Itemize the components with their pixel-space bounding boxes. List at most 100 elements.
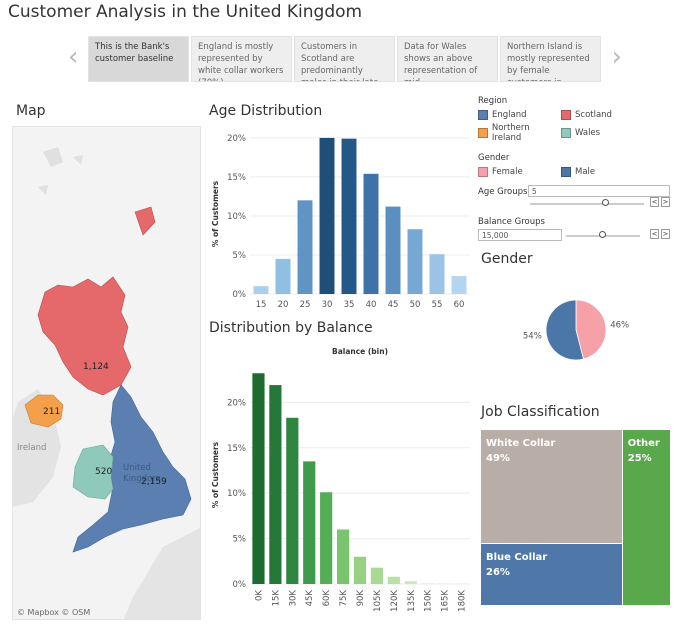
pie-slice-female [575, 299, 607, 360]
treemap-tile-white-collar[interactable]: White Collar 49% [481, 430, 622, 544]
story-point-5[interactable]: Northern Island is mostly represented by… [500, 36, 601, 82]
x-tick-label: 15 [256, 300, 267, 310]
bar [269, 385, 282, 584]
region-wales[interactable] [72, 444, 114, 500]
continent-shape [123, 528, 200, 619]
x-tick-label: 60K [322, 590, 332, 607]
bar [253, 286, 269, 294]
treemap-label-other: Other [627, 438, 660, 449]
chevron-right-icon[interactable]: › [611, 42, 622, 72]
pie-label-female: 46% [610, 320, 629, 330]
balance-groups-label: Balance Groups [478, 217, 545, 227]
legend-item-female[interactable]: Female [478, 167, 561, 177]
x-tick-label: 75K [339, 590, 349, 607]
legend-label-england: England [492, 110, 527, 120]
gender-chart-title: Gender [481, 251, 533, 267]
legend-label-scotland: Scotland [575, 110, 612, 120]
bar [387, 576, 400, 584]
x-tick-label: 45K [305, 590, 315, 607]
bar [319, 137, 335, 294]
story-navigator: ‹ This is the Bank's customer baseline E… [66, 32, 626, 84]
bar [353, 556, 367, 584]
balance-groups-control[interactable]: 15,000 < > [478, 229, 678, 243]
united-kingdom-label: United Kingdom [123, 463, 161, 484]
treemap-tile-blue-collar[interactable]: Blue Collar 26% [481, 544, 622, 605]
x-tick-label: 40 [366, 300, 377, 310]
age-groups-step-next[interactable]: > [661, 197, 670, 207]
england-count-label: 2,159 [141, 477, 167, 487]
swatch-wales [561, 128, 571, 138]
age-distribution-chart[interactable]: 0% 5% 10% 15% 20% % of Customers 15 20 25 30 35 40 4… [208, 124, 474, 316]
x-tick-label: 120K [390, 590, 400, 612]
uk-map[interactable]: 1,124 211 Ireland 520 United Kingdom 2,1… [12, 126, 201, 620]
bar [286, 417, 299, 584]
legend-label-northern-ireland: Northern Ireland [491, 123, 530, 143]
y-tick-label: 5% [233, 535, 247, 545]
wales-count-label: 520 [95, 467, 113, 477]
x-tick-label: 20 [278, 300, 289, 310]
age-groups-slider[interactable]: < > [478, 197, 678, 211]
northern-ireland-count-label: 211 [43, 407, 61, 417]
balance-groups-step-next[interactable]: > [661, 229, 670, 239]
balance-groups-step-prev[interactable]: < [650, 229, 659, 239]
story-point-1[interactable]: This is the Bank's customer baseline [88, 36, 189, 82]
legend-label-wales: Wales [575, 128, 601, 138]
x-tick-label: 55 [432, 300, 443, 310]
chevron-left-icon[interactable]: ‹ [68, 42, 79, 72]
balance-groups-slider-thumb[interactable] [599, 231, 606, 238]
ireland-label: Ireland [17, 443, 47, 453]
balance-distribution-chart[interactable]: 0% 5% 10% 15% 20% % of Customers Balance (bin)… [208, 340, 474, 620]
swatch-male [561, 167, 571, 177]
x-tick-label: 25 [300, 300, 311, 310]
map-title: Map [16, 103, 46, 119]
map-svg [13, 147, 200, 619]
legend-label-female: Female [492, 167, 523, 177]
bar [451, 276, 467, 294]
legend-item-northern-ireland[interactable]: Northern Ireland [478, 123, 561, 143]
bar [341, 138, 357, 294]
balance-chart-title: Distribution by Balance [209, 320, 373, 336]
y-tick-label: 20% [227, 134, 246, 144]
bar [252, 373, 265, 584]
islands-shape [38, 147, 83, 195]
region-northern-ireland[interactable] [24, 394, 64, 428]
treemap-tile-other[interactable]: Other 25% [622, 430, 670, 605]
bar [385, 206, 401, 294]
y-tick-label: 15% [227, 444, 246, 454]
pie-slice-male [545, 299, 584, 361]
legend-item-scotland[interactable]: Scotland [561, 110, 661, 120]
age-groups-label: Age Groups [478, 186, 528, 197]
age-groups-control: Age Groups 5 [478, 185, 678, 197]
filter-panel: Region England Scotland Northern Ireland… [478, 96, 678, 243]
y-axis-title: % of Customers [211, 441, 220, 508]
legend-item-england[interactable]: England [478, 110, 561, 120]
x-tick-label: 165K [441, 590, 451, 612]
age-groups-input[interactable]: 5 [528, 185, 670, 197]
x-tick-label: 45 [388, 300, 399, 310]
treemap-label-blue-collar: Blue Collar [486, 552, 548, 564]
story-point-3[interactable]: Customers in Scotland are predominantly … [294, 36, 395, 82]
region-scotland[interactable] [37, 206, 156, 396]
job-treemap[interactable]: White Collar 49% Blue Collar 26% Other 2… [481, 430, 670, 605]
bar [297, 200, 313, 294]
x-tick-label: 60 [454, 300, 465, 310]
bar [336, 529, 350, 584]
swatch-england [478, 110, 488, 120]
gender-pie-chart[interactable]: 46% 54% [500, 280, 660, 390]
bar [275, 258, 291, 294]
y-tick-label: 0% [233, 580, 247, 590]
story-point-2[interactable]: England is mostly represented by white c… [191, 36, 292, 82]
legend-item-wales[interactable]: Wales [561, 123, 661, 143]
scotland-count-label: 1,124 [83, 362, 109, 372]
x-tick-label: 0K [254, 590, 264, 601]
age-groups-slider-thumb[interactable] [602, 199, 610, 206]
balance-groups-input[interactable]: 15,000 [478, 229, 562, 241]
treemap-value-other: 25% [627, 453, 652, 464]
legend-item-male[interactable]: Male [561, 167, 661, 177]
x-tick-label: 15K [271, 590, 281, 607]
age-groups-step-prev[interactable]: < [650, 197, 659, 207]
story-point-4[interactable]: Data for Wales shows an above representa… [397, 36, 498, 82]
age-chart-title: Age Distribution [209, 103, 323, 119]
y-tick-label: 10% [227, 489, 246, 499]
x-tick-label: 105K [373, 590, 383, 612]
